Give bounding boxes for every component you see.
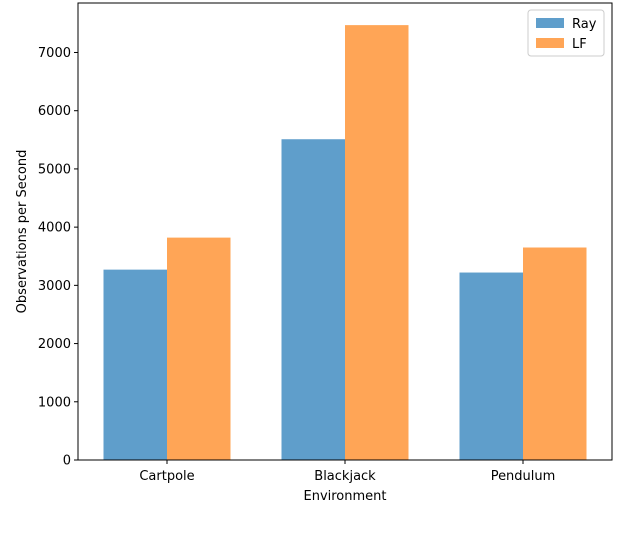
y-axis-ticks: 0 1000 2000 3000 4000 5000 6000 7000 (38, 46, 78, 469)
x-axis-label: Environment (303, 489, 386, 504)
y-tick-label: 0 (63, 454, 71, 469)
legend-swatch-lf (536, 38, 564, 48)
bar-ray-blackjack (281, 139, 345, 461)
x-tick-label-pendulum: Pendulum (491, 469, 556, 484)
legend-label-ray: Ray (572, 17, 597, 32)
bar-lf-cartpole (167, 237, 231, 460)
y-tick-label: 7000 (38, 46, 71, 61)
bar-ray-pendulum (459, 272, 523, 460)
y-tick-label: 4000 (38, 221, 71, 236)
bar-lf-blackjack (345, 25, 409, 461)
x-axis-ticks: Cartpole Blackjack Pendulum (139, 460, 555, 484)
legend-label-lf: LF (572, 37, 587, 52)
y-tick-label: 3000 (38, 279, 71, 294)
bar-lf-pendulum (523, 247, 587, 460)
y-tick-label: 6000 (38, 104, 71, 119)
y-tick-label: 5000 (38, 162, 71, 177)
bar-ray-cartpole (103, 269, 167, 460)
y-axis-label: Observations per Second (15, 150, 30, 314)
x-tick-label-cartpole: Cartpole (139, 469, 194, 484)
bars-layer (103, 25, 587, 461)
legend-swatch-ray (536, 18, 564, 28)
x-tick-label-blackjack: Blackjack (314, 469, 376, 484)
y-tick-label: 1000 (38, 395, 71, 410)
legend: Ray LF (527, 9, 605, 57)
y-tick-label: 2000 (38, 337, 71, 352)
